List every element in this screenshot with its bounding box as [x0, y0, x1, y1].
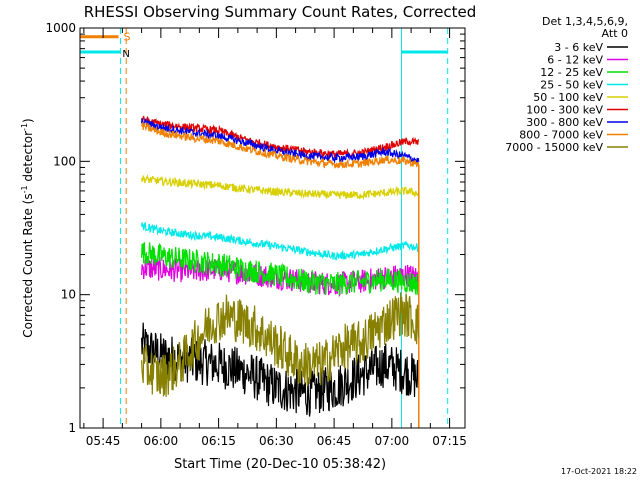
- series-group: [141, 121, 420, 428]
- y-axis-label-part: ): [21, 118, 35, 123]
- legend-label: 3 - 6 keV: [554, 41, 603, 54]
- series-line: [141, 121, 420, 169]
- legend-header-line: Att 0: [602, 27, 628, 40]
- x-tick-label: 06:30: [259, 434, 294, 448]
- legend-label: 6 - 12 keV: [547, 54, 603, 67]
- series-group: [141, 174, 420, 201]
- series-line: [141, 174, 420, 201]
- plot-frame: [79, 27, 466, 429]
- footer-date: 17-Oct-2021 18:22: [561, 467, 637, 476]
- legend-header-line: Det 1,3,4,5,6,9,: [542, 15, 628, 28]
- x-axis-label: Start Time (20-Dec-10 05:38:42): [174, 457, 386, 472]
- series-group: [141, 292, 420, 397]
- legend-label: 800 - 7000 keV: [519, 129, 603, 142]
- night-bar-label: N: [122, 49, 129, 60]
- y-axis-label-part: Corrected Count Rate (s: [21, 193, 35, 337]
- legend-label: 12 - 25 keV: [540, 66, 603, 79]
- series-group: [141, 242, 420, 296]
- series-line: [141, 221, 420, 261]
- legend-label: 25 - 50 keV: [540, 79, 603, 92]
- chart-title: RHESSI Observing Summary Count Rates, Co…: [84, 3, 477, 21]
- y-axis-label: Corrected Count Rate (s-1 detector-1): [20, 118, 35, 337]
- y-tick-label: 1: [68, 421, 76, 435]
- y-axis-label-part: detector: [21, 131, 35, 186]
- legend-label: 7000 - 15000 keV: [505, 141, 603, 154]
- y-axis-label-exponent: -1: [20, 185, 29, 193]
- series-group: [141, 117, 420, 164]
- x-tick-label: 07:15: [432, 434, 467, 448]
- legend-label: 100 - 300 keV: [526, 104, 603, 117]
- x-tick-label: 06:00: [144, 434, 179, 448]
- segment-label: S: [124, 31, 131, 44]
- x-tick-label: 06:45: [317, 434, 352, 448]
- series-group: [141, 221, 420, 261]
- y-axis-label-exponent: -1: [20, 123, 29, 131]
- y-tick-label: 1000: [45, 21, 76, 35]
- legend-label: 300 - 800 keV: [526, 116, 603, 129]
- y-tick-label: 10: [61, 288, 76, 302]
- series-line: [141, 242, 420, 296]
- x-tick-label: 07:00: [375, 434, 410, 448]
- axes: 1 10 100 1000 05:45 06:00 06:15 06:30 06:45 07:00…: [45, 21, 466, 448]
- series-line: [141, 292, 420, 397]
- x-tick-label: 05:45: [86, 434, 121, 448]
- series-line: [141, 117, 420, 164]
- x-tick-label: 06:15: [201, 434, 236, 448]
- legend-label: 50 - 100 keV: [533, 91, 603, 104]
- y-tick-label: 100: [53, 154, 76, 168]
- chart-marks: NS: [79, 28, 449, 428]
